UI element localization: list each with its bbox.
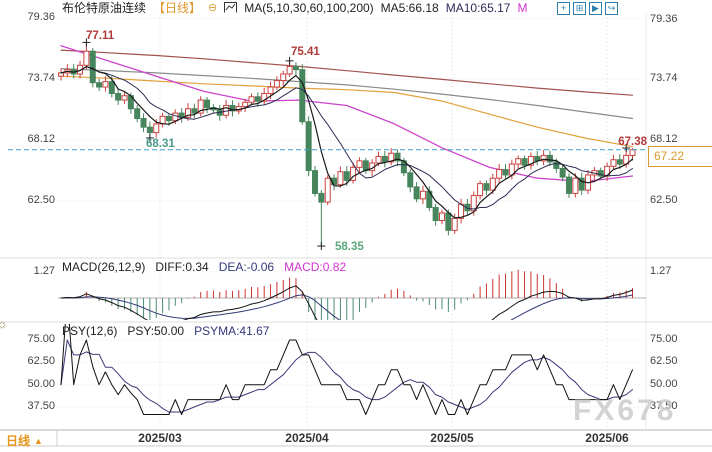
axis-scale-icon[interactable]: ⊞ [573, 2, 586, 15]
marked-price-label: 67.38 [618, 136, 647, 148]
timeframe-button[interactable]: 日线 ▲ [6, 432, 43, 449]
price-axis-right: 73.74 [650, 72, 678, 84]
macd-axis-left: 1.27 [33, 265, 55, 277]
panel-settings-icon[interactable]: ☼ [0, 316, 8, 331]
psy-axis-right: 37.50 [650, 400, 678, 412]
macd-diff-value: DIFF:0.34 [155, 260, 209, 274]
chart-toolbar: + ⊞ ▶ ↪ [557, 2, 618, 15]
price-axis-left: 79.36 [27, 11, 55, 23]
psyma-value: PSYMA:41.67 [194, 324, 270, 338]
swing-low-label: 68.31 [146, 138, 175, 150]
x-axis-month: 2025/03 [138, 431, 182, 445]
ma-settings-label[interactable]: MA(5,10,30,60,100,200) [244, 0, 374, 15]
swing-high-label: 75.41 [291, 46, 320, 58]
ma-indicator-icon [224, 2, 238, 13]
exit-right-icon[interactable]: ↪ [605, 2, 618, 15]
instrument-title: 布伦特原油连续 [62, 1, 147, 15]
last-price-box: 67.22 [648, 146, 712, 167]
playback-icon[interactable]: ▶ [589, 2, 602, 15]
psy-value: PSY:50.00 [127, 324, 185, 338]
swing-low-label: 58.35 [335, 241, 364, 253]
psy-axis-right: 75.00 [650, 333, 678, 345]
minus-badge-icon[interactable]: ⊖ [208, 2, 218, 14]
triangle-up-icon: ▲ [34, 435, 43, 446]
timeframe-label: 日线 [6, 434, 31, 448]
macd-params[interactable]: MACD(26,12,9) [62, 260, 146, 274]
macd-value: MACD:0.82 [284, 260, 347, 274]
ma-more-truncated: M [517, 0, 528, 15]
macd-dea-value: DEA:-0.06 [218, 260, 275, 274]
psy-axis-left: 37.50 [27, 400, 55, 412]
price-axis-right: 79.36 [650, 13, 678, 25]
ma5-value: MA5:66.18 [380, 0, 439, 15]
psy-axis-left: 75.00 [27, 333, 55, 345]
x-axis-month: 2025/05 [430, 431, 474, 445]
price-axis-left: 68.12 [27, 133, 55, 145]
macd-header: MACD(26,12,9) DIFF:0.34 DEA:-0.06 MACD:0… [62, 260, 346, 274]
chart-header: 布伦特原油连续 【日线】 ⊖ MA(5,10,30,60,100,200) MA… [62, 0, 528, 16]
x-axis-month: 2025/04 [285, 431, 329, 445]
psy-axis-left: 62.50 [27, 355, 55, 367]
psy-axis-right: 62.50 [650, 355, 678, 367]
psy-axis-left: 50.00 [27, 378, 55, 390]
ma10-value: MA10:65.17 [445, 0, 511, 15]
price-axis-right: 62.50 [650, 194, 678, 206]
swing-high-label: 77.11 [86, 30, 115, 42]
macd-axis-right: 1.27 [650, 265, 672, 277]
price-axis-right: 68.12 [650, 133, 678, 145]
watermark: FX678 [573, 394, 677, 427]
price-axis-left: 73.74 [27, 72, 55, 84]
psy-header: PSY(12,6) PSY:50.00 PSYMA:41.67 [62, 324, 269, 338]
period-tag[interactable]: 【日线】 [153, 1, 202, 15]
x-axis-month: 2025/06 [585, 431, 629, 445]
price-axis-left: 62.50 [27, 194, 55, 206]
psy-params[interactable]: PSY(12,6) [62, 324, 118, 338]
psy-axis-right: 50.00 [650, 378, 678, 390]
crosshair-icon[interactable]: + [557, 2, 570, 15]
